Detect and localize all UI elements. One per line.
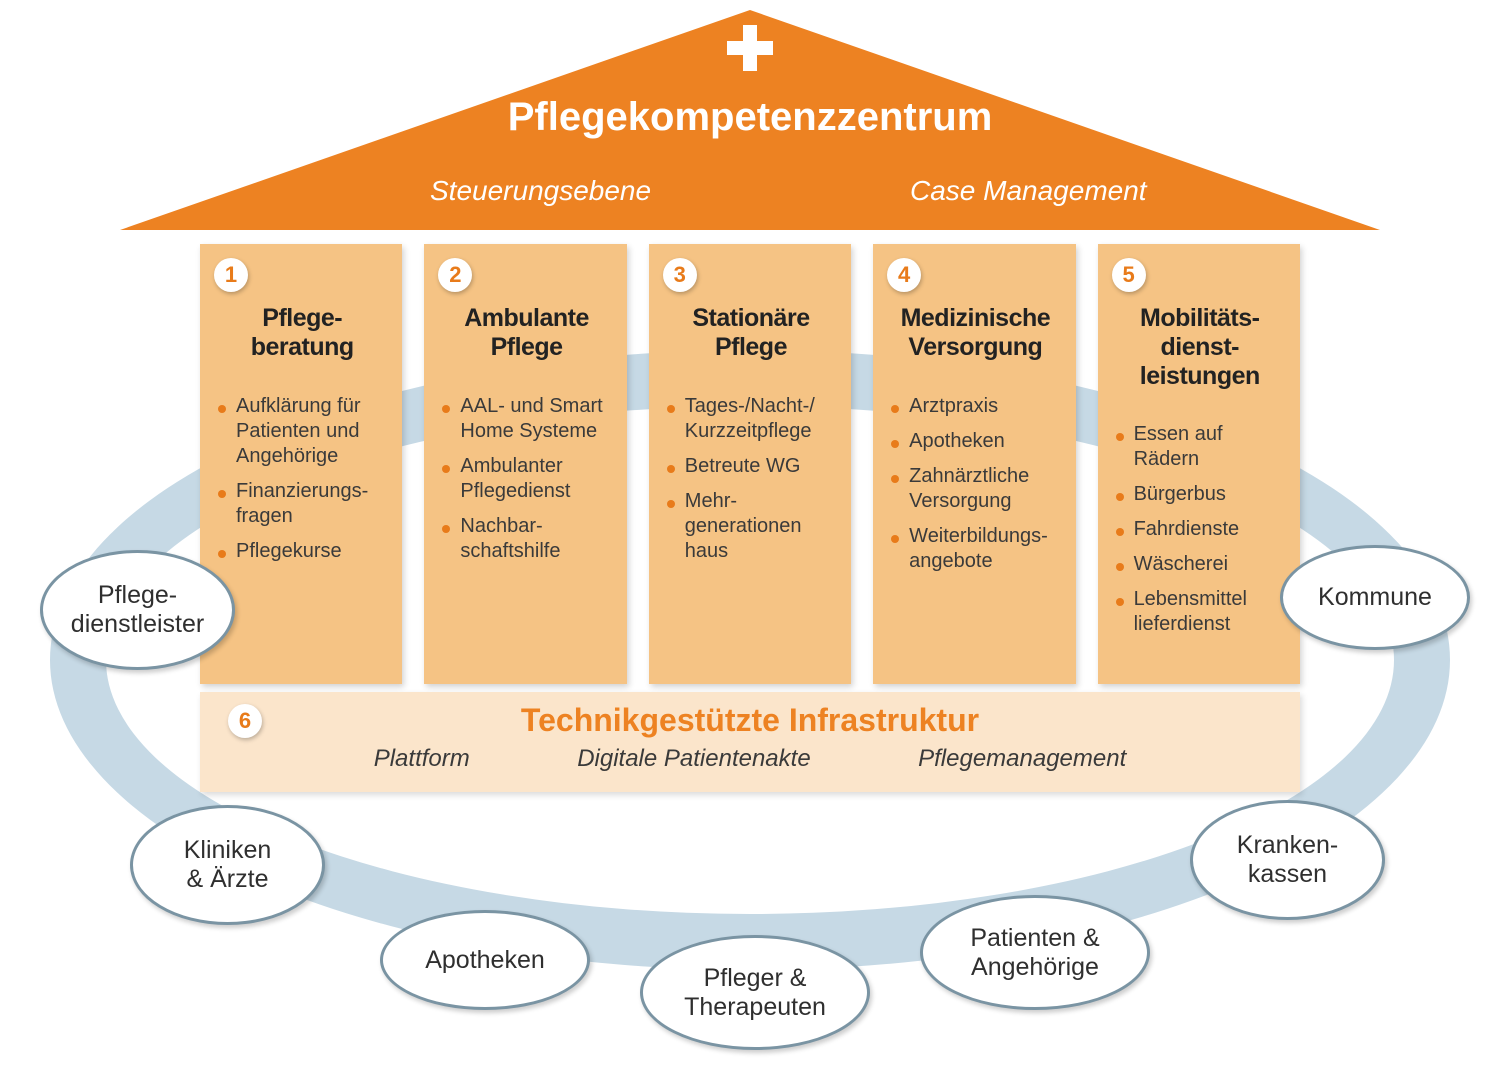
plus-icon [727,25,773,71]
pillar-item: Bürgerbus [1116,482,1284,507]
pillar-item: Essen auf Rädern [1116,422,1284,472]
pillars-row: 1 Pflege- beratung Aufklärung für Patiente… [200,244,1300,684]
pillar-items: Arztpraxis Apotheken Zahnärztliche Versorg… [891,394,1059,574]
pillar-items: Aufklärung für Patienten und Angehörige F… [218,394,386,564]
stakeholder-oval: Pflege- dienstleister [40,550,235,670]
pillar-title: Ambulante Pflege [442,304,610,362]
pillar-number: 4 [887,258,921,292]
stakeholder-oval: Kommune [1280,545,1470,650]
pillar-item: Arztpraxis [891,394,1059,419]
pillar: 5 Mobilitäts- dienst- leistungen Essen auf… [1098,244,1300,684]
foundation-bar: 6 Technikgestützte Infrastruktur Plattfo… [200,692,1300,792]
pillar-item: Apotheken [891,429,1059,454]
pillar-items: Tages-/Nacht-/ Kurzzeitpflege Betreute WG… [667,394,835,564]
pillar-title: Medizinische Versorgung [891,304,1059,362]
foundation-number: 6 [228,704,262,738]
pillar: 3 Stationäre Pflege Tages-/Nacht-/ Kurzzei… [649,244,851,684]
pillar-title: Pflege- beratung [218,304,386,362]
pillar-item: Mehr- generationen haus [667,489,835,564]
diagram-canvas: Pflegekompetenzzentrum Steuerungsebene C… [0,0,1500,1084]
pillar-item: Fahrdienste [1116,517,1284,542]
pillar-number: 2 [438,258,472,292]
pillar-number: 3 [663,258,697,292]
pillar-item: Betreute WG [667,454,835,479]
pillar-items: AAL- und Smart Home Systeme Ambulanter Pf… [442,394,610,564]
foundation-title: Technikgestützte Infrastruktur [200,692,1300,739]
pillar-item: Aufklärung für Patienten und Angehörige [218,394,386,469]
pillar-item: Nachbar- schaftshilfe [442,514,610,564]
pillar-items: Essen auf Rädern Bürgerbus Fahrdienste Wäsc… [1116,422,1284,637]
pillar: 2 Ambulante Pflege AAL- und Smart Home Sys… [424,244,626,684]
stakeholder-oval: Kliniken & Ärzte [130,805,325,925]
pillar-title: Stationäre Pflege [667,304,835,362]
pillar-item: Finanzierungs- fragen [218,479,386,529]
foundation-subtitles: Plattform Digitale Patientenakte Pflegeman… [200,739,1300,783]
stakeholder-oval: Patienten & Angehörige [920,895,1150,1010]
foundation-subtitle: Plattform [374,745,470,773]
stakeholder-oval: Apotheken [380,910,590,1010]
stakeholder-oval: Kranken- kassen [1190,800,1385,920]
foundation-subtitle: Digitale Patientenakte [577,745,810,773]
roof-subtitle-left: Steuerungsebene [430,175,651,207]
pillar-item: AAL- und Smart Home Systeme [442,394,610,444]
foundation-subtitle: Pflegemanagement [918,745,1126,773]
pillar-item: Wäscherei [1116,552,1284,577]
pillar-item: Ambulanter Pflegedienst [442,454,610,504]
pillar-item: Weiterbildungs- angebote [891,524,1059,574]
roof-subtitle-right: Case Management [910,175,1147,207]
pillar-item: Zahnärztliche Versorgung [891,464,1059,514]
roof-title: Pflegekompetenzzentrum [0,95,1500,140]
stakeholder-oval: Pfleger & Therapeuten [640,935,870,1050]
pillar-title: Mobilitäts- dienst- leistungen [1116,304,1284,390]
pillar-number: 1 [214,258,248,292]
pillar-item: Tages-/Nacht-/ Kurzzeitpflege [667,394,835,444]
pillar-item: Pflegekurse [218,539,386,564]
pillar: 4 Medizinische Versorgung Arztpraxis Apothe… [873,244,1075,684]
pillar-number: 5 [1112,258,1146,292]
pillar-item: Lebensmittel lieferdienst [1116,587,1284,637]
